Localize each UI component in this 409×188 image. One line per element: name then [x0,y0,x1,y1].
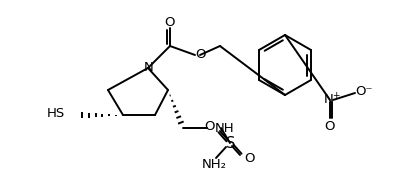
Text: O: O [204,121,215,133]
Text: NH₂: NH₂ [201,158,226,171]
Text: HS: HS [47,108,65,121]
Text: NH: NH [214,123,234,136]
Text: N: N [144,61,153,74]
Text: O: O [164,15,175,29]
Text: O⁻: O⁻ [354,86,372,99]
Text: O: O [244,152,255,165]
Text: S: S [226,136,235,151]
Text: O: O [324,120,335,133]
Text: N: N [324,93,333,106]
Text: O: O [195,48,206,61]
Text: +: + [331,92,339,101]
